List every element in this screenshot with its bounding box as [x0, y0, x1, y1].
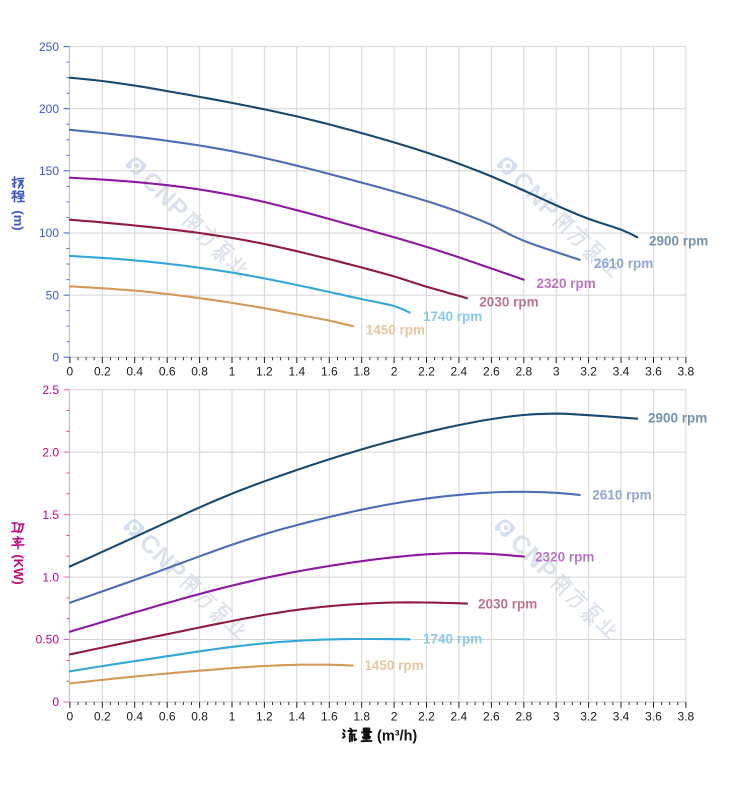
svg-text:1.6: 1.6	[321, 709, 338, 723]
svg-text:2030 rpm: 2030 rpm	[479, 294, 538, 309]
svg-text:2: 2	[391, 709, 398, 723]
svg-text:2610 rpm: 2610 rpm	[592, 487, 651, 502]
svg-text:3.6: 3.6	[645, 709, 662, 723]
svg-text:150: 150	[39, 164, 59, 178]
svg-text:2900 rpm: 2900 rpm	[649, 233, 708, 248]
svg-text:2900 rpm: 2900 rpm	[648, 411, 707, 426]
svg-text:1.5: 1.5	[42, 508, 59, 522]
svg-text:0.6: 0.6	[159, 709, 176, 723]
svg-text:0.4: 0.4	[126, 365, 143, 379]
svg-text:3.2: 3.2	[580, 709, 597, 723]
svg-text:250: 250	[39, 40, 59, 54]
svg-text:0.8: 0.8	[191, 365, 208, 379]
svg-text:1740 rpm: 1740 rpm	[423, 631, 482, 646]
svg-text:0.2: 0.2	[94, 365, 111, 379]
svg-text:0: 0	[67, 709, 74, 723]
svg-text:2.2: 2.2	[418, 365, 435, 379]
svg-text:3.4: 3.4	[613, 709, 630, 723]
svg-text:1.8: 1.8	[353, 709, 370, 723]
svg-text:1.0: 1.0	[42, 570, 59, 584]
svg-text:200: 200	[39, 102, 59, 116]
svg-text:(KW): (KW)	[11, 554, 26, 584]
svg-text:2.8: 2.8	[515, 365, 532, 379]
svg-text:(m): (m)	[11, 210, 26, 230]
svg-text:3.6: 3.6	[645, 365, 662, 379]
svg-text:(m³/h): (m³/h)	[377, 728, 417, 744]
svg-text:3.4: 3.4	[613, 365, 630, 379]
svg-text:1740 rpm: 1740 rpm	[423, 309, 482, 324]
svg-text:2320 rpm: 2320 rpm	[535, 549, 594, 564]
svg-text:1.6: 1.6	[321, 365, 338, 379]
svg-text:2.4: 2.4	[451, 709, 468, 723]
svg-text:1.8: 1.8	[353, 365, 370, 379]
svg-text:2.8: 2.8	[515, 709, 532, 723]
svg-text:2.6: 2.6	[483, 709, 500, 723]
svg-text:2.6: 2.6	[483, 365, 500, 379]
svg-text:1.4: 1.4	[288, 709, 305, 723]
svg-text:100: 100	[39, 226, 59, 240]
svg-text:0.6: 0.6	[159, 365, 176, 379]
svg-text:3: 3	[553, 365, 560, 379]
svg-text:0: 0	[67, 365, 74, 379]
svg-text:0.8: 0.8	[191, 709, 208, 723]
svg-text:2: 2	[391, 365, 398, 379]
svg-text:2.5: 2.5	[42, 383, 59, 397]
svg-text:0.50: 0.50	[36, 633, 60, 647]
svg-text:3: 3	[553, 709, 560, 723]
svg-text:2610 rpm: 2610 rpm	[594, 256, 653, 271]
svg-text:1450 rpm: 1450 rpm	[364, 658, 423, 673]
svg-text:1.2: 1.2	[256, 709, 273, 723]
svg-text:1: 1	[229, 709, 236, 723]
svg-text:0: 0	[52, 695, 59, 709]
svg-text:2030 rpm: 2030 rpm	[478, 597, 537, 612]
svg-text:2.4: 2.4	[451, 365, 468, 379]
svg-text:3.8: 3.8	[678, 709, 695, 723]
svg-text:2320 rpm: 2320 rpm	[537, 276, 596, 291]
svg-text:1: 1	[229, 365, 236, 379]
svg-text:2.2: 2.2	[418, 709, 435, 723]
svg-text:1450 rpm: 1450 rpm	[366, 323, 425, 338]
svg-text:50: 50	[46, 288, 60, 302]
svg-text:3.2: 3.2	[580, 365, 597, 379]
svg-text:2.0: 2.0	[42, 445, 59, 459]
svg-text:0.4: 0.4	[126, 709, 143, 723]
svg-text:1.4: 1.4	[288, 365, 305, 379]
svg-text:0.2: 0.2	[94, 709, 111, 723]
svg-text:1.2: 1.2	[256, 365, 273, 379]
svg-text:0: 0	[52, 350, 59, 364]
svg-text:3.8: 3.8	[678, 365, 695, 379]
